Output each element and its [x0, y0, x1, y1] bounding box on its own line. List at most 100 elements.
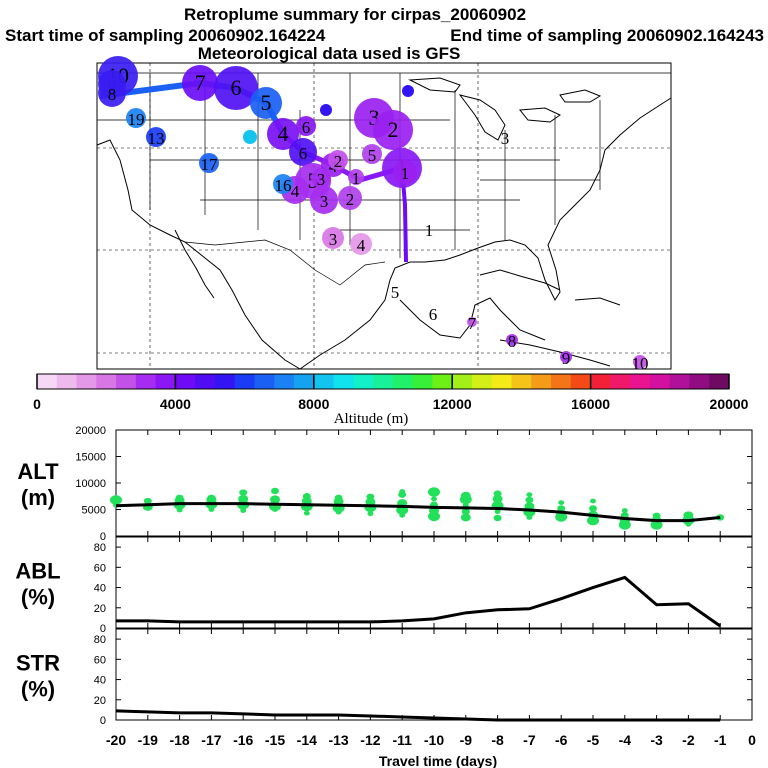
lake-ontario: [559, 89, 602, 103]
lake-michigan: [458, 94, 506, 141]
altitude-point: [271, 487, 279, 495]
trajectory-label: 3: [320, 192, 329, 211]
trajectory-label: 2: [334, 152, 343, 171]
lake-superior: [408, 77, 461, 93]
altitude-point: [301, 497, 312, 506]
trajectory-marker: [633, 355, 647, 369]
panel-frame: [115, 628, 753, 721]
trajectory-marker: [98, 79, 126, 107]
altitude-point: [460, 491, 471, 500]
panel-ylabel-units: (m): [21, 485, 55, 510]
colorbar-tick-label: 16000: [571, 396, 610, 412]
colorbar-swatch: [254, 374, 275, 389]
y-tick-label: 80: [94, 634, 106, 646]
colorbar-swatch: [610, 374, 631, 389]
time-series-panels: 05000100001500020000ALT(m)020406080ABL(%…: [15, 425, 756, 748]
trajectory-label: 5: [368, 146, 377, 165]
trajectory-label: 8: [508, 332, 517, 351]
y-tick-label: 0: [100, 531, 106, 543]
trajectory-label: 3: [329, 230, 338, 249]
trajectory-label: 8: [108, 85, 117, 104]
colorbar-swatch: [274, 374, 295, 389]
colorbar-swatch: [412, 374, 433, 389]
colorbar-swatch: [96, 374, 117, 389]
panel-ylabel: STR: [16, 651, 60, 676]
x-tick-label: -18: [169, 732, 189, 748]
baja-coastline: [174, 229, 215, 299]
colorbar-tick-label: 4000: [160, 396, 191, 412]
panel-frame: [115, 536, 753, 629]
altitude-point: [460, 513, 471, 522]
trajectory-marker: [560, 351, 572, 363]
trajectory-marker: [250, 87, 282, 119]
panel-ylabel-units: (%): [21, 585, 55, 610]
y-tick-label: 60: [94, 654, 106, 666]
trajectory-label: 1: [352, 169, 361, 188]
y-tick-label: 40: [94, 675, 106, 687]
y-tick-label: 20: [94, 695, 106, 707]
colorbar-swatch: [491, 374, 513, 389]
panel-alt: 0 5000 10000 15000 20000 ALT(m): [17, 425, 753, 543]
panel-abl: 0 20 40 60 80 ABL(%): [15, 536, 753, 635]
x-tick-label: -6: [555, 732, 568, 748]
trajectory-marker: [362, 144, 382, 164]
trajectory-label: 6: [299, 144, 308, 163]
altitude-point: [525, 496, 534, 504]
trajectory-marker: [199, 153, 219, 173]
altitude-point: [399, 489, 406, 494]
trajectory-marker: [126, 108, 146, 128]
figure-title: Retroplume summary for cirpas_20060902: [184, 5, 526, 24]
trajectory-marker: [328, 150, 348, 170]
map-panel: 1098765432165432113456432191317163156789…: [96, 56, 672, 373]
trajectory-marker: [146, 127, 166, 147]
colorbar-swatch: [37, 374, 58, 389]
x-tick-label: -3: [650, 732, 663, 748]
trajectory-dot: [320, 104, 332, 116]
altitude-point: [590, 498, 596, 504]
y-tick-label: 0: [100, 715, 106, 727]
trajectory-marker: [296, 116, 316, 136]
y-tick-label: 40: [94, 583, 106, 595]
altitude-point: [175, 494, 184, 502]
trajectory-label: 9: [562, 349, 571, 368]
trajectory-label: 7: [468, 314, 477, 333]
trajectory-label: 1: [401, 164, 410, 183]
x-tick-label: -9: [460, 732, 473, 748]
colorbar-swatch: [214, 374, 236, 389]
x-tick-label: -13: [328, 732, 348, 748]
map-trajectories: 1098765432165432113456432191317163156789…: [98, 56, 649, 373]
trajectory-label: 6: [429, 305, 438, 324]
trajectory-dot: [243, 130, 257, 144]
trajectory-marker: [214, 66, 258, 110]
x-tick-label: -10: [424, 732, 444, 748]
altitude-point: [365, 498, 376, 507]
colorbar-swatch: [373, 374, 394, 389]
trajectory-label: 17: [201, 155, 219, 174]
altitude-point: [652, 512, 661, 520]
x-tick-label: -11: [392, 732, 412, 748]
altitude-point: [428, 511, 440, 522]
altitude-point: [303, 510, 310, 516]
altitude-point: [270, 495, 280, 504]
trajectory-marker: [506, 334, 518, 346]
colorbar-swatch: [155, 374, 176, 389]
colorbar-swatch: [590, 374, 611, 389]
altitude-point: [238, 494, 249, 503]
y-tick-label: 5000: [82, 505, 106, 517]
trajectory-label: 16: [275, 176, 292, 195]
x-tick-label: -2: [682, 732, 695, 748]
altitude-point: [207, 494, 216, 502]
trajectory-marker: [267, 118, 299, 150]
colorbar-swatch: [689, 374, 710, 389]
altitude-point: [589, 505, 597, 512]
x-tick-label: -5: [587, 732, 600, 748]
altitude-point: [557, 505, 566, 512]
x-tick-label: -19: [138, 732, 158, 748]
trajectory-label: 2: [346, 190, 355, 209]
colorbar-tick-label: 20000: [710, 396, 749, 412]
colorbar-swatch: [313, 374, 335, 389]
trajectory-marker: [273, 174, 293, 194]
altitude-point: [587, 515, 599, 526]
